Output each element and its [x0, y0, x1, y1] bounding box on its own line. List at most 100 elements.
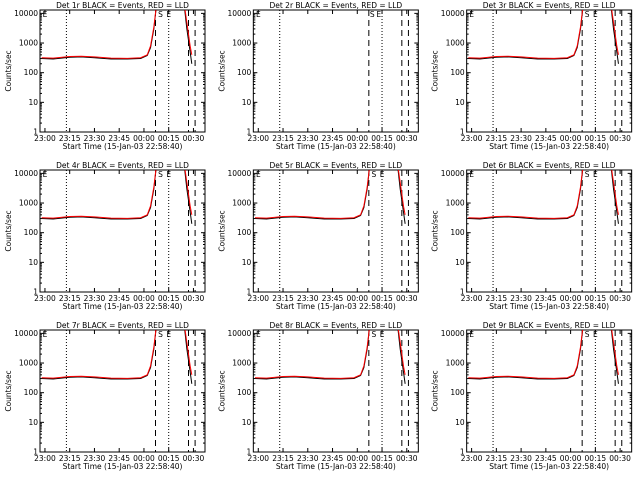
x-axis-label: Start Time (15-Jan-03 22:58:40) [489, 142, 609, 151]
x-tick-label: 00:30 [396, 294, 418, 303]
x-tick-label: 23:15 [272, 454, 294, 463]
plot-frame [466, 9, 633, 133]
x-tick-label: 23:45 [108, 134, 130, 143]
annotation: E [43, 10, 48, 19]
series-line [254, 330, 406, 379]
y-tick-label: 100 [24, 68, 39, 77]
x-axis-label: Start Time (15-Jan-03 22:58:40) [489, 462, 609, 471]
annotation: S [370, 10, 375, 19]
y-axis-label: Counts/sec [4, 50, 13, 91]
y-tick-label: 100 [237, 388, 252, 397]
x-tick-label: 00:15 [158, 134, 180, 143]
annotation: E [166, 330, 171, 339]
x-tick-label: 23:45 [108, 294, 130, 303]
x-tick-label: 23:45 [535, 454, 557, 463]
x-tick-label: 00:30 [183, 294, 205, 303]
x-tick-label: 00:15 [371, 294, 393, 303]
panel: Det 4r BLACK = Events, RED = LLD Counts/s… [4, 161, 206, 311]
x-tick-label: 23:30 [510, 294, 532, 303]
x-tick-label: 23:30 [297, 294, 319, 303]
y-tick-label: 10000 [441, 9, 465, 18]
x-tick-label: 00:30 [609, 134, 631, 143]
x-tick-label: 23:00 [34, 294, 56, 303]
x-tick-label: 00:00 [346, 294, 368, 303]
x-tick-label: 00:00 [560, 294, 582, 303]
y-axis-label: Counts/sec [217, 50, 226, 91]
panel: Det 3r BLACK = Events, RED = LLD Counts/s… [431, 1, 633, 151]
x-tick-label: 23:30 [510, 134, 532, 143]
x-tick-label: 00:30 [609, 454, 631, 463]
y-tick-label: 10 [455, 98, 465, 107]
x-tick-label: 00:00 [560, 454, 582, 463]
x-tick-label: 23:00 [247, 294, 269, 303]
chart-title: Det 3r BLACK = Events, RED = LLD [483, 1, 616, 10]
x-tick-label: 23:15 [272, 134, 294, 143]
x-tick-label: 23:00 [34, 454, 56, 463]
x-tick-label: 23:45 [108, 454, 130, 463]
x-tick-label: 00:15 [585, 294, 607, 303]
chart-title: Det 7r BLACK = Events, RED = LLD [56, 321, 189, 330]
x-tick-label: 00:30 [396, 454, 418, 463]
series-line [41, 170, 193, 219]
y-axis-label: Counts/sec [431, 210, 440, 251]
annotation: E [593, 330, 598, 339]
y-tick-label: 10 [242, 98, 252, 107]
y-tick-label: 1 [247, 448, 252, 457]
chart-title: Det 5r BLACK = Events, RED = LLD [269, 161, 402, 170]
y-tick-label: 1 [33, 288, 38, 297]
y-tick-label: 1 [33, 448, 38, 457]
x-tick-label: 23:45 [322, 134, 344, 143]
x-tick-label: 00:00 [133, 454, 155, 463]
y-tick-label: 10000 [14, 329, 38, 338]
y-tick-label: 10 [28, 258, 38, 267]
y-tick-label: 1000 [19, 39, 38, 48]
annotation: E [43, 330, 48, 339]
y-tick-label: 1000 [232, 199, 251, 208]
x-tick-label: 00:00 [133, 294, 155, 303]
x-tick-label: 00:15 [158, 294, 180, 303]
y-tick-label: 1 [247, 288, 252, 297]
y-axis-label: Counts/sec [431, 370, 440, 411]
x-tick-label: 00:00 [346, 454, 368, 463]
chart-title: Det 9r BLACK = Events, RED = LLD [483, 321, 616, 330]
plot-frame [252, 9, 419, 133]
panel: Det 2r BLACK = Events, RED = LLD Counts/s… [217, 1, 419, 151]
y-axis-label: Counts/sec [431, 50, 440, 91]
x-tick-label: 23:00 [461, 294, 483, 303]
y-axis-label: Counts/sec [217, 370, 226, 411]
annotation: E [43, 170, 48, 179]
x-tick-label: 23:30 [297, 454, 319, 463]
x-tick-label: 23:15 [59, 454, 81, 463]
annotation: E [469, 330, 474, 339]
x-tick-label: 23:45 [535, 134, 557, 143]
annotation: S [585, 10, 590, 19]
y-tick-label: 1000 [19, 199, 38, 208]
x-tick-label: 23:15 [486, 294, 508, 303]
x-tick-label: 23:30 [84, 134, 106, 143]
x-tick-label: 00:15 [371, 454, 393, 463]
y-tick-label: 10000 [227, 329, 251, 338]
chart-title: Det 1r BLACK = Events, RED = LLD [56, 1, 189, 10]
x-axis-label: Start Time (15-Jan-03 22:58:40) [276, 302, 396, 311]
plot-frame [252, 169, 419, 293]
annotation: S [158, 10, 163, 19]
series-line [254, 170, 406, 219]
y-tick-label: 1000 [446, 199, 465, 208]
annotation: S [158, 170, 163, 179]
annotation: S [585, 330, 590, 339]
plot-frame [252, 329, 419, 453]
plot-frame [466, 329, 633, 453]
y-tick-label: 10000 [441, 169, 465, 178]
chart-title: Det 2r BLACK = Events, RED = LLD [269, 1, 402, 10]
y-tick-label: 10000 [227, 169, 251, 178]
panel: Det 7r BLACK = Events, RED = LLD Counts/s… [4, 321, 206, 471]
y-tick-label: 1000 [232, 359, 251, 368]
x-tick-label: 23:30 [84, 294, 106, 303]
x-tick-label: 23:30 [297, 134, 319, 143]
x-tick-label: 23:30 [510, 454, 532, 463]
x-tick-label: 00:00 [346, 134, 368, 143]
annotation: E [469, 170, 474, 179]
x-tick-label: 23:00 [247, 134, 269, 143]
annotation: E [166, 170, 171, 179]
x-tick-label: 23:45 [535, 294, 557, 303]
